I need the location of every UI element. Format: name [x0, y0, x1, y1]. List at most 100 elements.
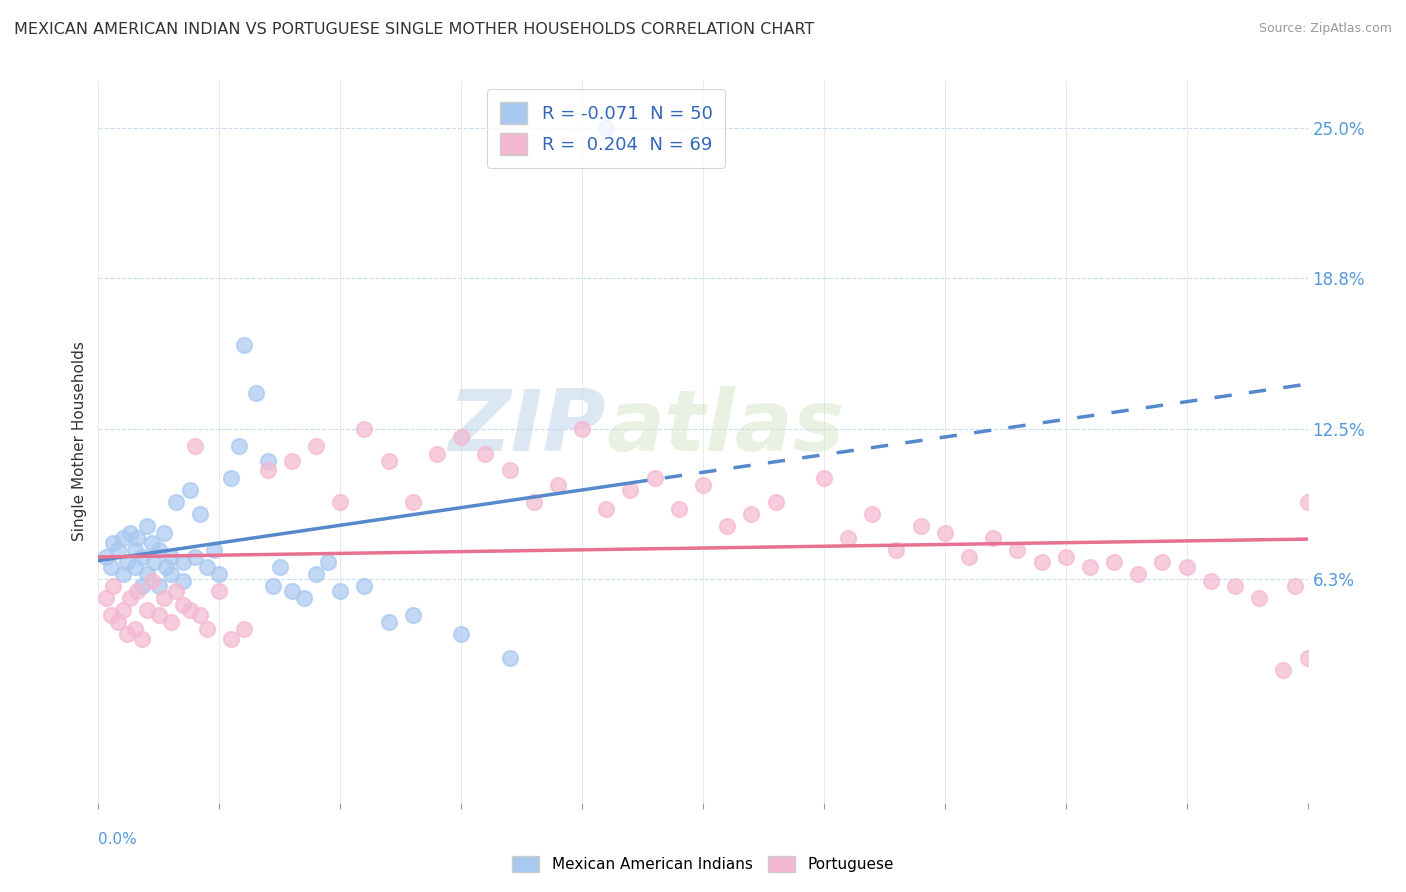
Point [595, 502, 617, 516]
Point [281, 583, 304, 598]
Point [155, 559, 177, 574]
Point [426, 446, 449, 460]
Point [131, 550, 153, 565]
Text: MEXICAN AMERICAN INDIAN VS PORTUGUESE SINGLE MOTHER HOUSEHOLDS CORRELATION CHART: MEXICAN AMERICAN INDIAN VS PORTUGUESE SI… [14, 22, 814, 37]
Point [1054, 550, 1077, 565]
Point [1078, 559, 1101, 574]
Point [377, 615, 399, 630]
Point [269, 559, 291, 574]
Point [860, 507, 883, 521]
Point [111, 603, 134, 617]
Point [141, 574, 163, 589]
Point [148, 579, 170, 593]
Point [256, 463, 278, 477]
Point [886, 542, 908, 557]
Point [172, 599, 194, 613]
Point [934, 526, 956, 541]
Point [124, 542, 146, 557]
Point [644, 471, 666, 485]
Point [353, 579, 375, 593]
Legend: Mexican American Indians, Portuguese: Mexican American Indians, Portuguese [505, 848, 901, 880]
Point [94, 550, 117, 565]
Point [94, 591, 117, 606]
Point [152, 526, 174, 541]
Point [474, 446, 496, 460]
Text: 0.0%: 0.0% [98, 831, 138, 847]
Point [1249, 591, 1271, 606]
Point [523, 494, 546, 508]
Point [204, 542, 226, 557]
Point [141, 535, 163, 549]
Point [281, 454, 304, 468]
Point [208, 583, 231, 598]
Point [117, 627, 139, 641]
Point [547, 478, 569, 492]
Point [619, 483, 641, 497]
Point [111, 567, 134, 582]
Point [498, 651, 520, 665]
Point [118, 526, 141, 541]
Point [135, 518, 157, 533]
Point [316, 555, 339, 569]
Point [127, 583, 149, 598]
Point [402, 494, 425, 508]
Point [232, 623, 254, 637]
Point [143, 555, 166, 569]
Point [329, 583, 352, 598]
Point [124, 559, 146, 574]
Point [1223, 579, 1246, 593]
Point [1102, 555, 1125, 569]
Point [1175, 559, 1198, 574]
Point [160, 615, 183, 630]
Point [160, 550, 183, 565]
Point [107, 542, 129, 557]
Point [813, 471, 835, 485]
Point [837, 531, 859, 545]
Point [221, 471, 243, 485]
Point [188, 507, 211, 521]
Point [1152, 555, 1174, 569]
Text: ZIP: ZIP [449, 385, 606, 468]
Point [1296, 651, 1319, 665]
Point [195, 623, 218, 637]
Point [131, 632, 153, 646]
Point [1007, 542, 1029, 557]
Point [228, 439, 250, 453]
Point [450, 627, 472, 641]
Point [179, 603, 201, 617]
Point [100, 559, 122, 574]
Point [127, 531, 149, 545]
Point [195, 559, 218, 574]
Point [165, 583, 187, 598]
Point [1128, 567, 1150, 582]
Point [118, 591, 141, 606]
Point [981, 531, 1004, 545]
Text: atlas: atlas [606, 385, 845, 468]
Point [188, 607, 211, 622]
Point [111, 531, 134, 545]
Legend: R = -0.071  N = 50, R =  0.204  N = 69: R = -0.071 N = 50, R = 0.204 N = 69 [488, 89, 725, 168]
Point [1199, 574, 1222, 589]
Point [165, 494, 187, 508]
Point [135, 567, 157, 582]
Point [377, 454, 399, 468]
Point [101, 535, 124, 549]
Point [245, 386, 267, 401]
Point [148, 607, 170, 622]
Point [305, 439, 328, 453]
Point [402, 607, 425, 622]
Point [292, 591, 315, 606]
Text: Source: ZipAtlas.com: Source: ZipAtlas.com [1258, 22, 1392, 36]
Point [172, 574, 194, 589]
Point [740, 507, 762, 521]
Point [692, 478, 714, 492]
Point [1284, 579, 1306, 593]
Point [131, 579, 153, 593]
Point [100, 607, 122, 622]
Point [1296, 494, 1319, 508]
Point [957, 550, 980, 565]
Point [152, 591, 174, 606]
Y-axis label: Single Mother Households: Single Mother Households [72, 342, 87, 541]
Point [498, 463, 520, 477]
Point [716, 518, 738, 533]
